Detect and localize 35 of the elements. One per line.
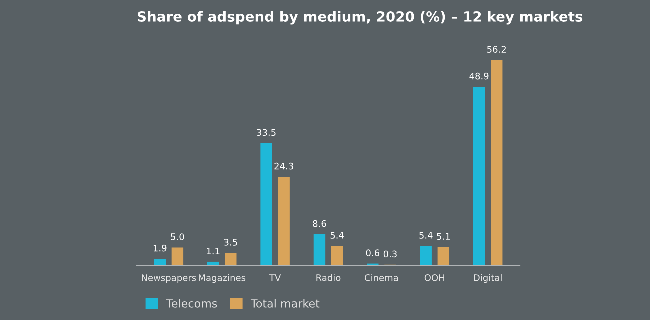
x-tick-label: Cinema <box>364 274 398 282</box>
data-label: 5.1 <box>437 233 450 240</box>
x-tick-label: Magazines <box>199 274 246 284</box>
x-tick-label: TV <box>269 274 282 282</box>
data-label: 0.3 <box>384 250 397 258</box>
data-label: 48.9 <box>470 72 489 80</box>
data-label: 5.4 <box>420 232 433 239</box>
data-label: 33.5 <box>257 129 276 136</box>
bar <box>491 60 503 266</box>
bar <box>172 248 184 266</box>
legend-label: Total market <box>250 299 320 308</box>
bar <box>154 259 166 266</box>
bar <box>473 87 486 266</box>
chart-title: Share of adspend by medium, 2020 (%) – 12 key markets <box>138 11 583 25</box>
data-label: 0.6 <box>366 250 380 256</box>
data-label: 8.6 <box>313 220 326 228</box>
legend-label: Telecoms <box>166 299 218 308</box>
data-label: 1.9 <box>154 244 167 252</box>
bar <box>420 246 432 266</box>
data-label: 1.1 <box>207 248 220 255</box>
x-tick-label: Radio <box>316 274 341 282</box>
x-tick-label: Newspapers <box>142 274 196 284</box>
bar <box>225 253 237 266</box>
bar <box>314 234 326 266</box>
bar <box>260 143 272 266</box>
x-tick-label: Digital <box>474 274 502 284</box>
data-label: 3.5 <box>224 239 238 246</box>
data-label: 5.0 <box>171 234 184 240</box>
data-label: 5.4 <box>330 232 344 239</box>
data-label: 56.2 <box>488 46 506 53</box>
x-tick-label: OOH <box>424 274 444 282</box>
data-label: 24.3 <box>274 162 294 170</box>
bar <box>438 247 450 266</box>
bar <box>331 246 344 266</box>
bar <box>278 177 290 266</box>
